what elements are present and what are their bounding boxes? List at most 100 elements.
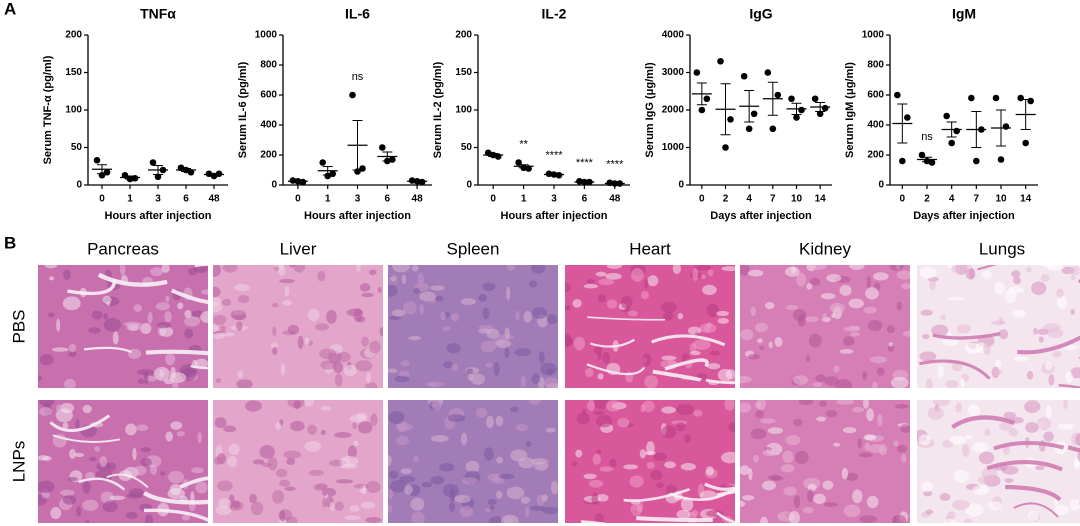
y-tick-label: 800 xyxy=(867,60,884,71)
x-axis-label: Hours after injection xyxy=(304,210,411,222)
y-tick-label: 50 xyxy=(71,142,83,153)
data-point xyxy=(821,104,829,112)
data-point xyxy=(997,156,1005,163)
data-point xyxy=(722,144,729,151)
y-tick-label: 0 xyxy=(878,180,884,191)
data-point xyxy=(894,91,901,99)
x-tick-label: 3 xyxy=(551,194,557,205)
tissue-label: Pancreas xyxy=(87,239,159,258)
y-tick-label: 200 xyxy=(260,150,277,161)
y-tick-label: 100 xyxy=(455,105,472,116)
x-tick-label: 4 xyxy=(949,194,955,205)
data-point xyxy=(1017,94,1024,102)
y-tick-label: 0 xyxy=(76,180,82,191)
data-point xyxy=(798,106,805,114)
y-tick-label: 4000 xyxy=(662,30,685,41)
y-tick-label: 0 xyxy=(271,180,277,191)
y-tick-label: 200 xyxy=(455,30,472,41)
y-tick-label: 1000 xyxy=(862,30,885,41)
x-tick-label: 0 xyxy=(295,194,301,205)
x-axis-label: Hours after injection xyxy=(501,210,608,222)
y-tick-label: 150 xyxy=(455,67,472,78)
tissue-label: Lungs xyxy=(979,239,1025,258)
data-point xyxy=(187,168,195,176)
data-point xyxy=(717,57,724,65)
y-tick-label: 600 xyxy=(867,90,884,101)
chart-title: IL-2 xyxy=(542,6,567,22)
data-point xyxy=(811,95,819,103)
x-tick-label: 14 xyxy=(1020,194,1032,205)
x-tick-label: 0 xyxy=(900,194,906,205)
histology-image xyxy=(565,400,735,523)
y-tick-label: 0 xyxy=(466,180,472,191)
significance-label: **** xyxy=(545,150,563,162)
data-point xyxy=(154,173,162,181)
data-point xyxy=(525,165,532,172)
data-point xyxy=(379,144,386,151)
x-tick-label: 3 xyxy=(155,194,161,205)
y-tick-label: 600 xyxy=(260,90,277,101)
data-point xyxy=(904,114,911,121)
x-tick-label: 0 xyxy=(699,194,705,205)
row-label: PBS xyxy=(9,309,28,343)
significance-label: **** xyxy=(606,159,624,171)
y-axis-label: Serum IgG (μg/ml) xyxy=(644,62,656,158)
data-point xyxy=(793,114,800,121)
histology-image xyxy=(917,400,1080,523)
data-point xyxy=(698,106,706,114)
y-tick-label: 200 xyxy=(867,150,884,161)
y-tick-label: 3000 xyxy=(662,67,685,78)
x-tick-label: 6 xyxy=(385,194,391,205)
y-axis-label: Serum IL-6 (pg/ml) xyxy=(237,61,249,158)
data-point xyxy=(703,95,711,103)
panel-label: A xyxy=(4,0,16,18)
data-point xyxy=(149,159,157,166)
x-tick-label: 1 xyxy=(325,194,331,205)
data-point xyxy=(764,69,772,76)
histology-image xyxy=(213,400,383,523)
data-point xyxy=(774,91,782,99)
y-tick-label: 150 xyxy=(65,67,82,78)
y-tick-label: 800 xyxy=(260,60,277,71)
y-axis-label: Serum IgM (μg/ml) xyxy=(844,62,856,158)
x-tick-label: 6 xyxy=(183,194,189,205)
y-axis-label: Serum IL-2 (pg/ml) xyxy=(432,61,444,158)
data-point xyxy=(973,157,980,165)
data-point xyxy=(788,95,795,103)
data-point xyxy=(769,125,777,133)
x-tick-label: 48 xyxy=(609,194,621,205)
y-axis-label: Serum TNF-α (pg/ml) xyxy=(42,55,54,164)
histology-image xyxy=(388,400,558,523)
data-point xyxy=(918,151,926,159)
histology-image xyxy=(740,265,910,388)
data-point xyxy=(899,157,906,165)
histology-image xyxy=(38,265,208,388)
histology-image xyxy=(740,400,910,523)
data-point xyxy=(953,127,960,135)
x-tick-label: 48 xyxy=(208,194,220,205)
x-tick-label: 6 xyxy=(582,194,588,205)
x-tick-label: 1 xyxy=(127,194,133,205)
significance-label: **** xyxy=(576,157,594,169)
data-point xyxy=(992,94,1000,102)
y-tick-label: 0 xyxy=(678,180,684,191)
x-tick-label: 0 xyxy=(490,194,496,205)
significance-label: ns xyxy=(352,71,364,83)
y-tick-label: 1000 xyxy=(255,30,278,41)
data-point xyxy=(319,159,327,166)
chart-title: IgG xyxy=(749,6,772,22)
y-tick-label: 200 xyxy=(65,30,82,41)
tissue-label: Heart xyxy=(629,239,671,258)
histology-image xyxy=(38,400,208,523)
data-point xyxy=(816,110,824,118)
data-point xyxy=(349,91,356,99)
x-tick-label: 4 xyxy=(746,194,752,205)
histology-image xyxy=(917,265,1080,388)
y-tick-label: 1000 xyxy=(662,142,685,153)
significance-label: ns xyxy=(921,131,933,143)
y-tick-label: 2000 xyxy=(662,105,685,116)
tissue-label: Spleen xyxy=(447,239,500,258)
x-tick-label: 2 xyxy=(723,194,729,205)
significance-label: ** xyxy=(519,138,528,150)
